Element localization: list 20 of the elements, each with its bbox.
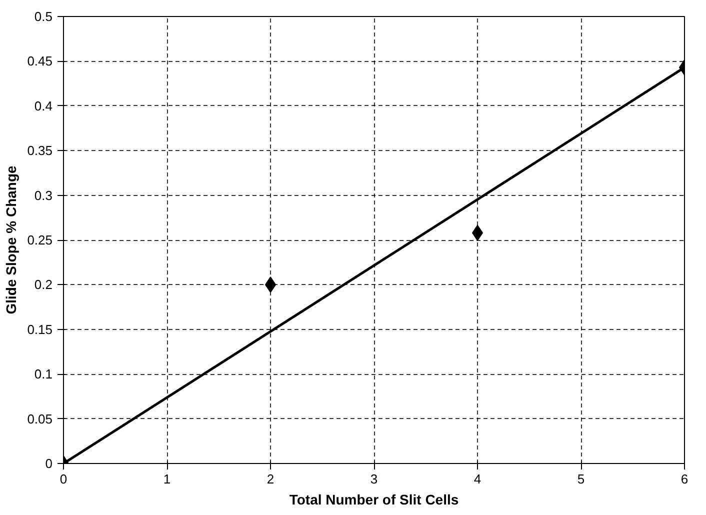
x-tick-label: 4: [474, 472, 482, 486]
y-tick-label: 0.35: [27, 143, 53, 158]
x-tick-label: 6: [680, 472, 688, 486]
x-tick-label: 5: [577, 472, 585, 486]
y-tick-label: 0.45: [27, 54, 53, 69]
y-tick-label: 0.3: [34, 188, 53, 203]
x-tick-label: 1: [163, 472, 171, 486]
y-tick-label: 0.05: [27, 411, 53, 426]
y-tick-label: 0.25: [27, 232, 53, 248]
x-tick-label: 2: [266, 472, 274, 486]
x-axis-title: Total Number of Slit Cells: [289, 492, 459, 508]
y-tick-label: 0: [45, 456, 53, 471]
x-tick-label: 0: [60, 472, 68, 486]
x-tick-label: 3: [370, 472, 378, 486]
y-tick-label: 0.5: [34, 9, 53, 24]
y-tick-label: 0.2: [34, 277, 53, 292]
y-axis-title: Glide Slope % Change: [3, 165, 20, 314]
y-tick-label: 0.15: [27, 322, 53, 337]
y-tick-label: 0.4: [34, 98, 53, 114]
y-tick-label: 0.1: [34, 366, 53, 382]
